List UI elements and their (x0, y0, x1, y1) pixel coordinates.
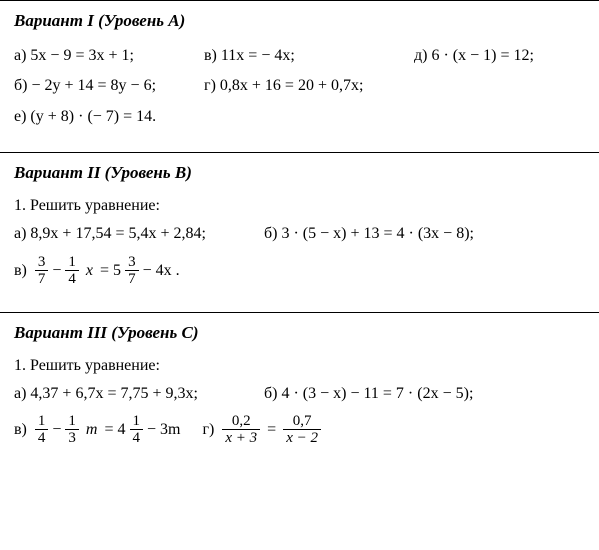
row-2-1: а) 8,9x + 17,54 = 5,4x + 2,84; б) 3 · (5… (14, 223, 585, 245)
num: 0,7 (290, 413, 315, 430)
den: 4 (65, 270, 79, 288)
frac-g1: 0,2 x + 3 (222, 413, 260, 447)
eq-2a: а) 8,9x + 17,54 = 5,4x + 2,84; (14, 223, 264, 245)
eq-sign: = 5 (100, 263, 121, 279)
row-3-1: а) 4,37 + 6,7x = 7,75 + 9,3x; б) 4 · (3 … (14, 383, 585, 405)
frac-1-4-b: 1 4 (130, 413, 144, 447)
intro-2: 1. Решить уравнение: (14, 197, 585, 215)
row-2: б) − 2y + 14 = 8y − 6; г) 0,8x + 16 = 20… (14, 75, 585, 97)
minus: − (52, 263, 61, 279)
section-variant-3: Вариант III (Уровень С) 1. Решить уравне… (0, 313, 599, 471)
label-2v: в) (14, 263, 27, 279)
frac-1-3: 1 3 (65, 413, 79, 447)
title-variant-1: Вариант I (Уровень А) (14, 11, 585, 31)
frac-3-7: 3 7 (35, 254, 49, 288)
frac-g2: 0,7 x − 2 (283, 413, 321, 447)
eq-g: г) 0,8x + 16 = 20 + 0,7x; (204, 75, 414, 97)
minus: − (52, 422, 61, 438)
frac-1-4: 1 4 (65, 254, 79, 288)
eq-2v: в) 3 7 − 1 4 x = 5 3 7 − 4x . (14, 254, 585, 288)
intro-3: 1. Решить уравнение: (14, 357, 585, 375)
row-3-2: в) 1 4 − 1 3 m = 4 1 4 − 3m г) 0,2 x + 3… (14, 413, 585, 447)
eq-2b: б) 3 · (5 − x) + 13 = 4 · (3x − 8); (264, 223, 474, 245)
section-variant-2: Вариант II (Уровень В) 1. Решить уравнен… (0, 153, 599, 311)
label-3g: г) (202, 422, 214, 438)
label-3v: в) (14, 422, 27, 438)
row-1: а) 5x − 9 = 3x + 1; в) 11x = − 4x; д) 6 … (14, 45, 585, 67)
title-variant-3: Вариант III (Уровень С) (14, 323, 585, 343)
frac-3-7-b: 3 7 (125, 254, 139, 288)
num: 1 (65, 254, 79, 271)
num: 1 (130, 413, 144, 430)
eq-d: д) 6 · (x − 1) = 12; (414, 45, 534, 67)
eq-b: б) − 2y + 14 = 8y − 6; (14, 75, 204, 97)
tail-2v: − 4x . (143, 263, 180, 279)
num: 3 (35, 254, 49, 271)
eq-g: = (267, 422, 276, 438)
num: 3 (125, 254, 139, 271)
den: x + 3 (222, 429, 260, 447)
row-3: е) (y + 8) · (− 7) = 14. (14, 106, 585, 128)
tail-3v: − 3m (147, 422, 180, 438)
section-variant-1: Вариант I (Уровень А) а) 5x − 9 = 3x + 1… (0, 1, 599, 152)
title-variant-2: Вариант II (Уровень В) (14, 163, 585, 183)
x-var: x (86, 263, 93, 279)
eq-3b: б) 4 · (3 − x) − 11 = 7 · (2x − 5); (264, 383, 473, 405)
den: 7 (35, 270, 49, 288)
m-var: m (86, 422, 98, 438)
eq-a: а) 5x − 9 = 3x + 1; (14, 45, 204, 67)
den: 4 (35, 429, 49, 447)
den: 7 (125, 270, 139, 288)
num: 1 (35, 413, 49, 430)
eq-3a: а) 4,37 + 6,7x = 7,75 + 9,3x; (14, 383, 264, 405)
eq-v: в) 11x = − 4x; (204, 45, 414, 67)
den: x − 2 (283, 429, 321, 447)
eq-sign: = 4 (104, 422, 125, 438)
frac-1-4: 1 4 (35, 413, 49, 447)
den: 4 (130, 429, 144, 447)
num: 0,2 (229, 413, 254, 430)
eq-e: е) (y + 8) · (− 7) = 14. (14, 106, 156, 128)
den: 3 (65, 429, 79, 447)
num: 1 (65, 413, 79, 430)
